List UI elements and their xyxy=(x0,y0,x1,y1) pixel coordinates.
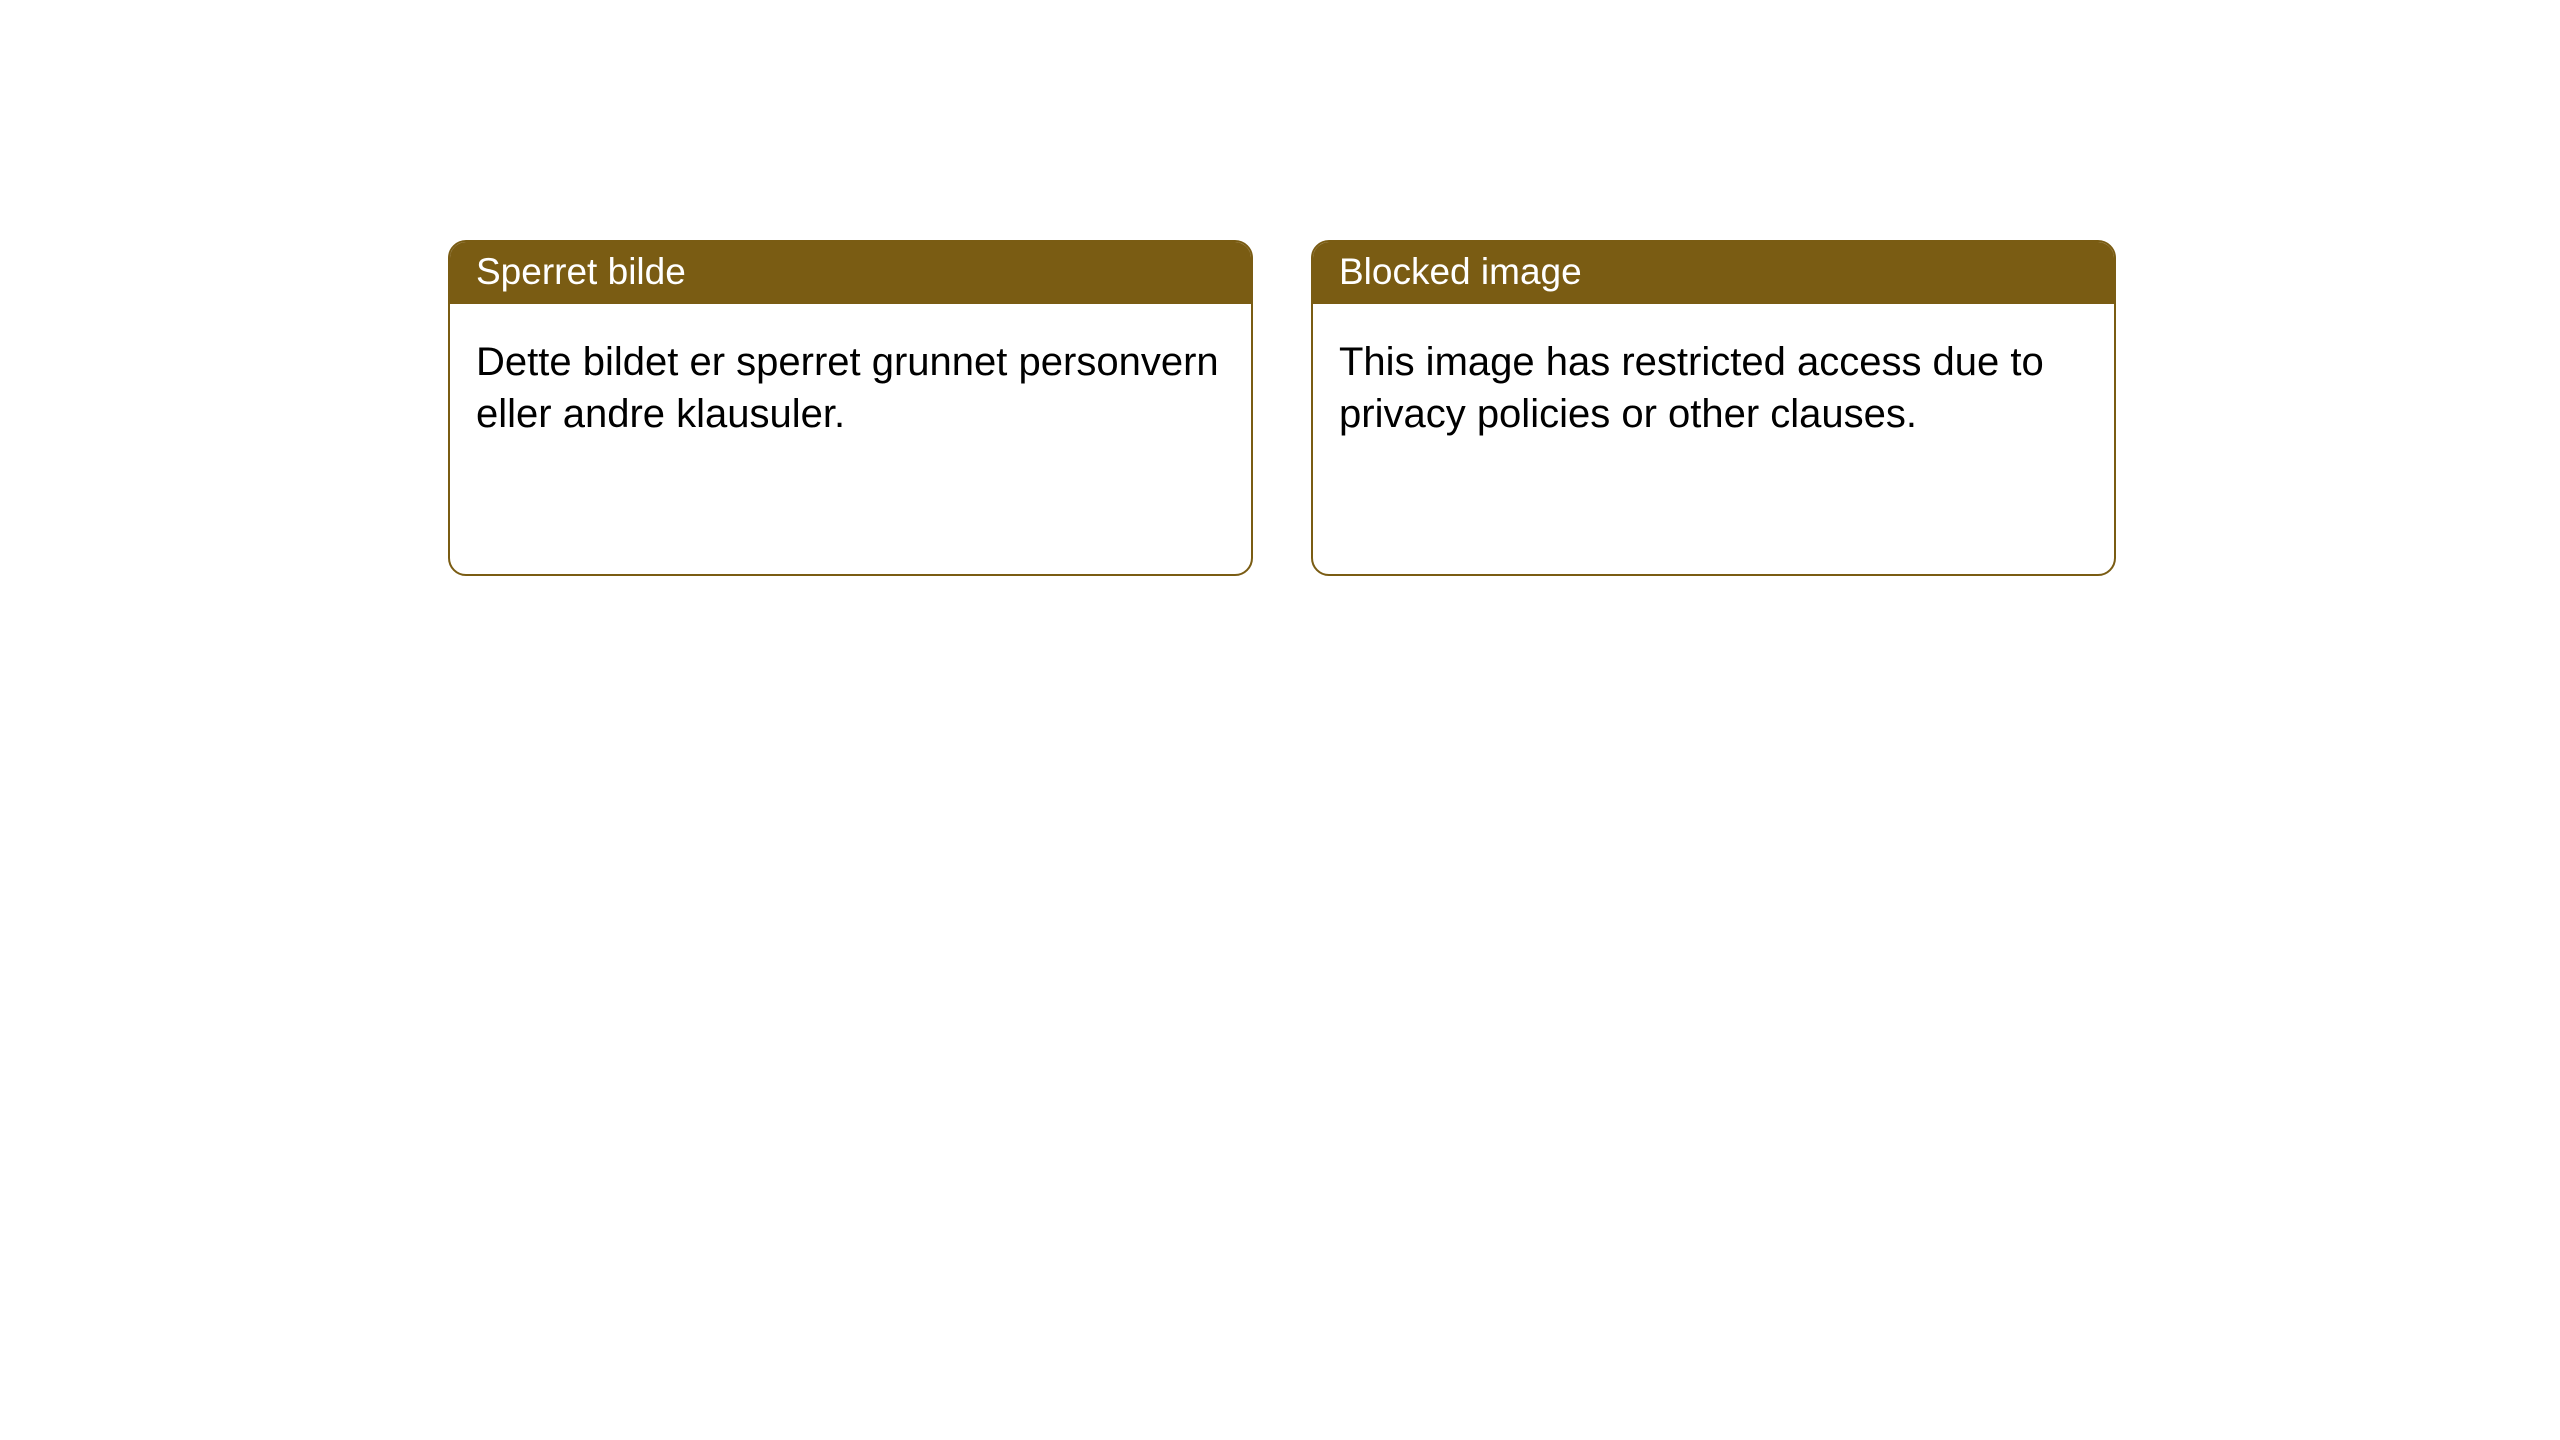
notice-container: Sperret bilde Dette bildet er sperret gr… xyxy=(0,0,2560,576)
notice-box-english: Blocked image This image has restricted … xyxy=(1311,240,2116,576)
notice-message: This image has restricted access due to … xyxy=(1339,340,2044,436)
notice-header: Blocked image xyxy=(1313,242,2114,304)
notice-title: Sperret bilde xyxy=(476,251,686,292)
notice-body: This image has restricted access due to … xyxy=(1313,304,2114,472)
notice-header: Sperret bilde xyxy=(450,242,1251,304)
notice-title: Blocked image xyxy=(1339,251,1582,292)
notice-message: Dette bildet er sperret grunnet personve… xyxy=(476,340,1219,436)
notice-body: Dette bildet er sperret grunnet personve… xyxy=(450,304,1251,472)
notice-box-norwegian: Sperret bilde Dette bildet er sperret gr… xyxy=(448,240,1253,576)
